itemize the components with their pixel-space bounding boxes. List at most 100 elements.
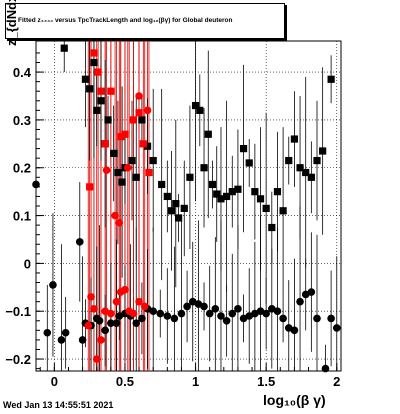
black-circle-point — [205, 309, 214, 318]
black-circle-point — [49, 281, 57, 289]
black-circle-point — [177, 309, 186, 318]
black-square-point — [138, 116, 146, 124]
y-tick-label: 0.4 — [13, 65, 32, 80]
black-circle-point — [170, 314, 179, 323]
red-square-point — [121, 130, 129, 138]
black-square-point — [279, 207, 287, 215]
black-square-point — [110, 149, 118, 157]
black-square-point — [186, 173, 194, 181]
black-square-point — [97, 97, 105, 105]
red-square-point — [117, 133, 125, 141]
black-square-point — [234, 185, 242, 193]
y-tick-label: 0.3 — [13, 113, 31, 128]
red-square-point — [135, 109, 143, 117]
x-tick-label: 2 — [333, 374, 340, 389]
black-square-point — [114, 168, 122, 177]
black-square-point — [167, 207, 176, 215]
red-square-point — [107, 87, 115, 95]
black-square-point — [149, 156, 157, 165]
black-square-point — [208, 180, 217, 189]
black-square-point — [86, 85, 94, 93]
black-circle-point — [156, 309, 165, 318]
black-circle-point — [234, 305, 242, 313]
red-circle-point — [112, 297, 121, 306]
black-circle-point — [183, 302, 191, 311]
black-circle-point — [211, 305, 220, 313]
black-circle-point — [279, 314, 287, 323]
red-circle-point — [135, 297, 143, 306]
black-square-point — [239, 145, 248, 153]
black-square-point — [319, 147, 327, 155]
red-circle-point — [84, 321, 93, 330]
red-circle-point — [129, 309, 138, 318]
black-square-point — [196, 106, 204, 114]
black-square-point — [204, 130, 212, 138]
y-tick-label: 0.1 — [13, 209, 31, 224]
black-circle-point — [138, 314, 146, 323]
black-square-point — [302, 168, 310, 177]
red-square-point — [94, 68, 102, 76]
x-tick-label: 0.5 — [116, 374, 134, 389]
black-square-point — [273, 188, 282, 196]
black-circle-point — [101, 326, 109, 335]
black-square-point — [213, 190, 221, 198]
plot-frame — [35, 40, 342, 372]
black-square-point — [228, 188, 236, 196]
red-circle-point — [90, 305, 98, 313]
black-circle-point — [228, 309, 237, 318]
black-square-point — [60, 44, 68, 52]
black-circle-point — [149, 307, 157, 316]
red-square-point — [101, 140, 109, 148]
black-square-point — [175, 214, 183, 222]
red-square-point — [139, 140, 147, 148]
black-circle-point — [217, 312, 225, 320]
red-square-point — [86, 183, 94, 191]
black-circle-point — [296, 297, 304, 306]
black-square-point — [313, 156, 321, 165]
red-circle-point — [115, 218, 124, 227]
black-square-point — [132, 173, 140, 181]
x-tick-label: 1.5 — [257, 374, 275, 389]
red-circle-point — [107, 309, 115, 318]
black-square-point — [200, 164, 208, 172]
y-tick-label: 0.2 — [13, 161, 31, 176]
black-circle-point — [262, 309, 270, 318]
black-square-point — [128, 156, 136, 165]
black-square-point — [268, 223, 276, 232]
x-tick-label: 0 — [51, 374, 58, 389]
black-square-point — [180, 204, 188, 212]
red-square-point — [145, 168, 153, 177]
red-circle-point — [92, 355, 101, 363]
red-circle-point — [97, 336, 105, 344]
y-tick-label: −0.2 — [5, 352, 31, 367]
black-circle-point — [132, 319, 141, 327]
black-circle-point — [75, 238, 84, 246]
black-circle-point — [290, 326, 299, 335]
black-square-point — [290, 135, 299, 143]
black-circle-point — [307, 288, 316, 296]
black-circle-point — [107, 319, 115, 327]
black-square-point — [90, 58, 98, 67]
black-circle-point — [95, 316, 104, 325]
black-square-point — [256, 195, 265, 203]
black-circle-point — [43, 328, 52, 337]
black-circle-point — [200, 302, 208, 311]
black-square-point — [296, 164, 304, 172]
chart-title: Fitted z₄₄₄₄ versus TpcTrackLength and l… — [18, 17, 233, 24]
black-square-point — [191, 101, 200, 110]
black-circle-point — [61, 328, 70, 337]
x-axis-label: log₁₀(β γ) — [263, 392, 326, 408]
black-square-point — [262, 204, 270, 212]
black-circle-point — [313, 314, 321, 323]
y-tick-label: −0.1 — [5, 304, 31, 319]
red-circle-point — [135, 92, 143, 100]
red-circle-point — [121, 285, 129, 294]
black-circle-point — [112, 319, 121, 327]
black-circle-point — [78, 336, 87, 344]
red-circle-point — [111, 211, 119, 220]
black-square-point — [163, 192, 171, 201]
red-circle-point — [102, 166, 111, 174]
black-square-point — [81, 75, 90, 83]
black-circle-point — [332, 324, 341, 332]
